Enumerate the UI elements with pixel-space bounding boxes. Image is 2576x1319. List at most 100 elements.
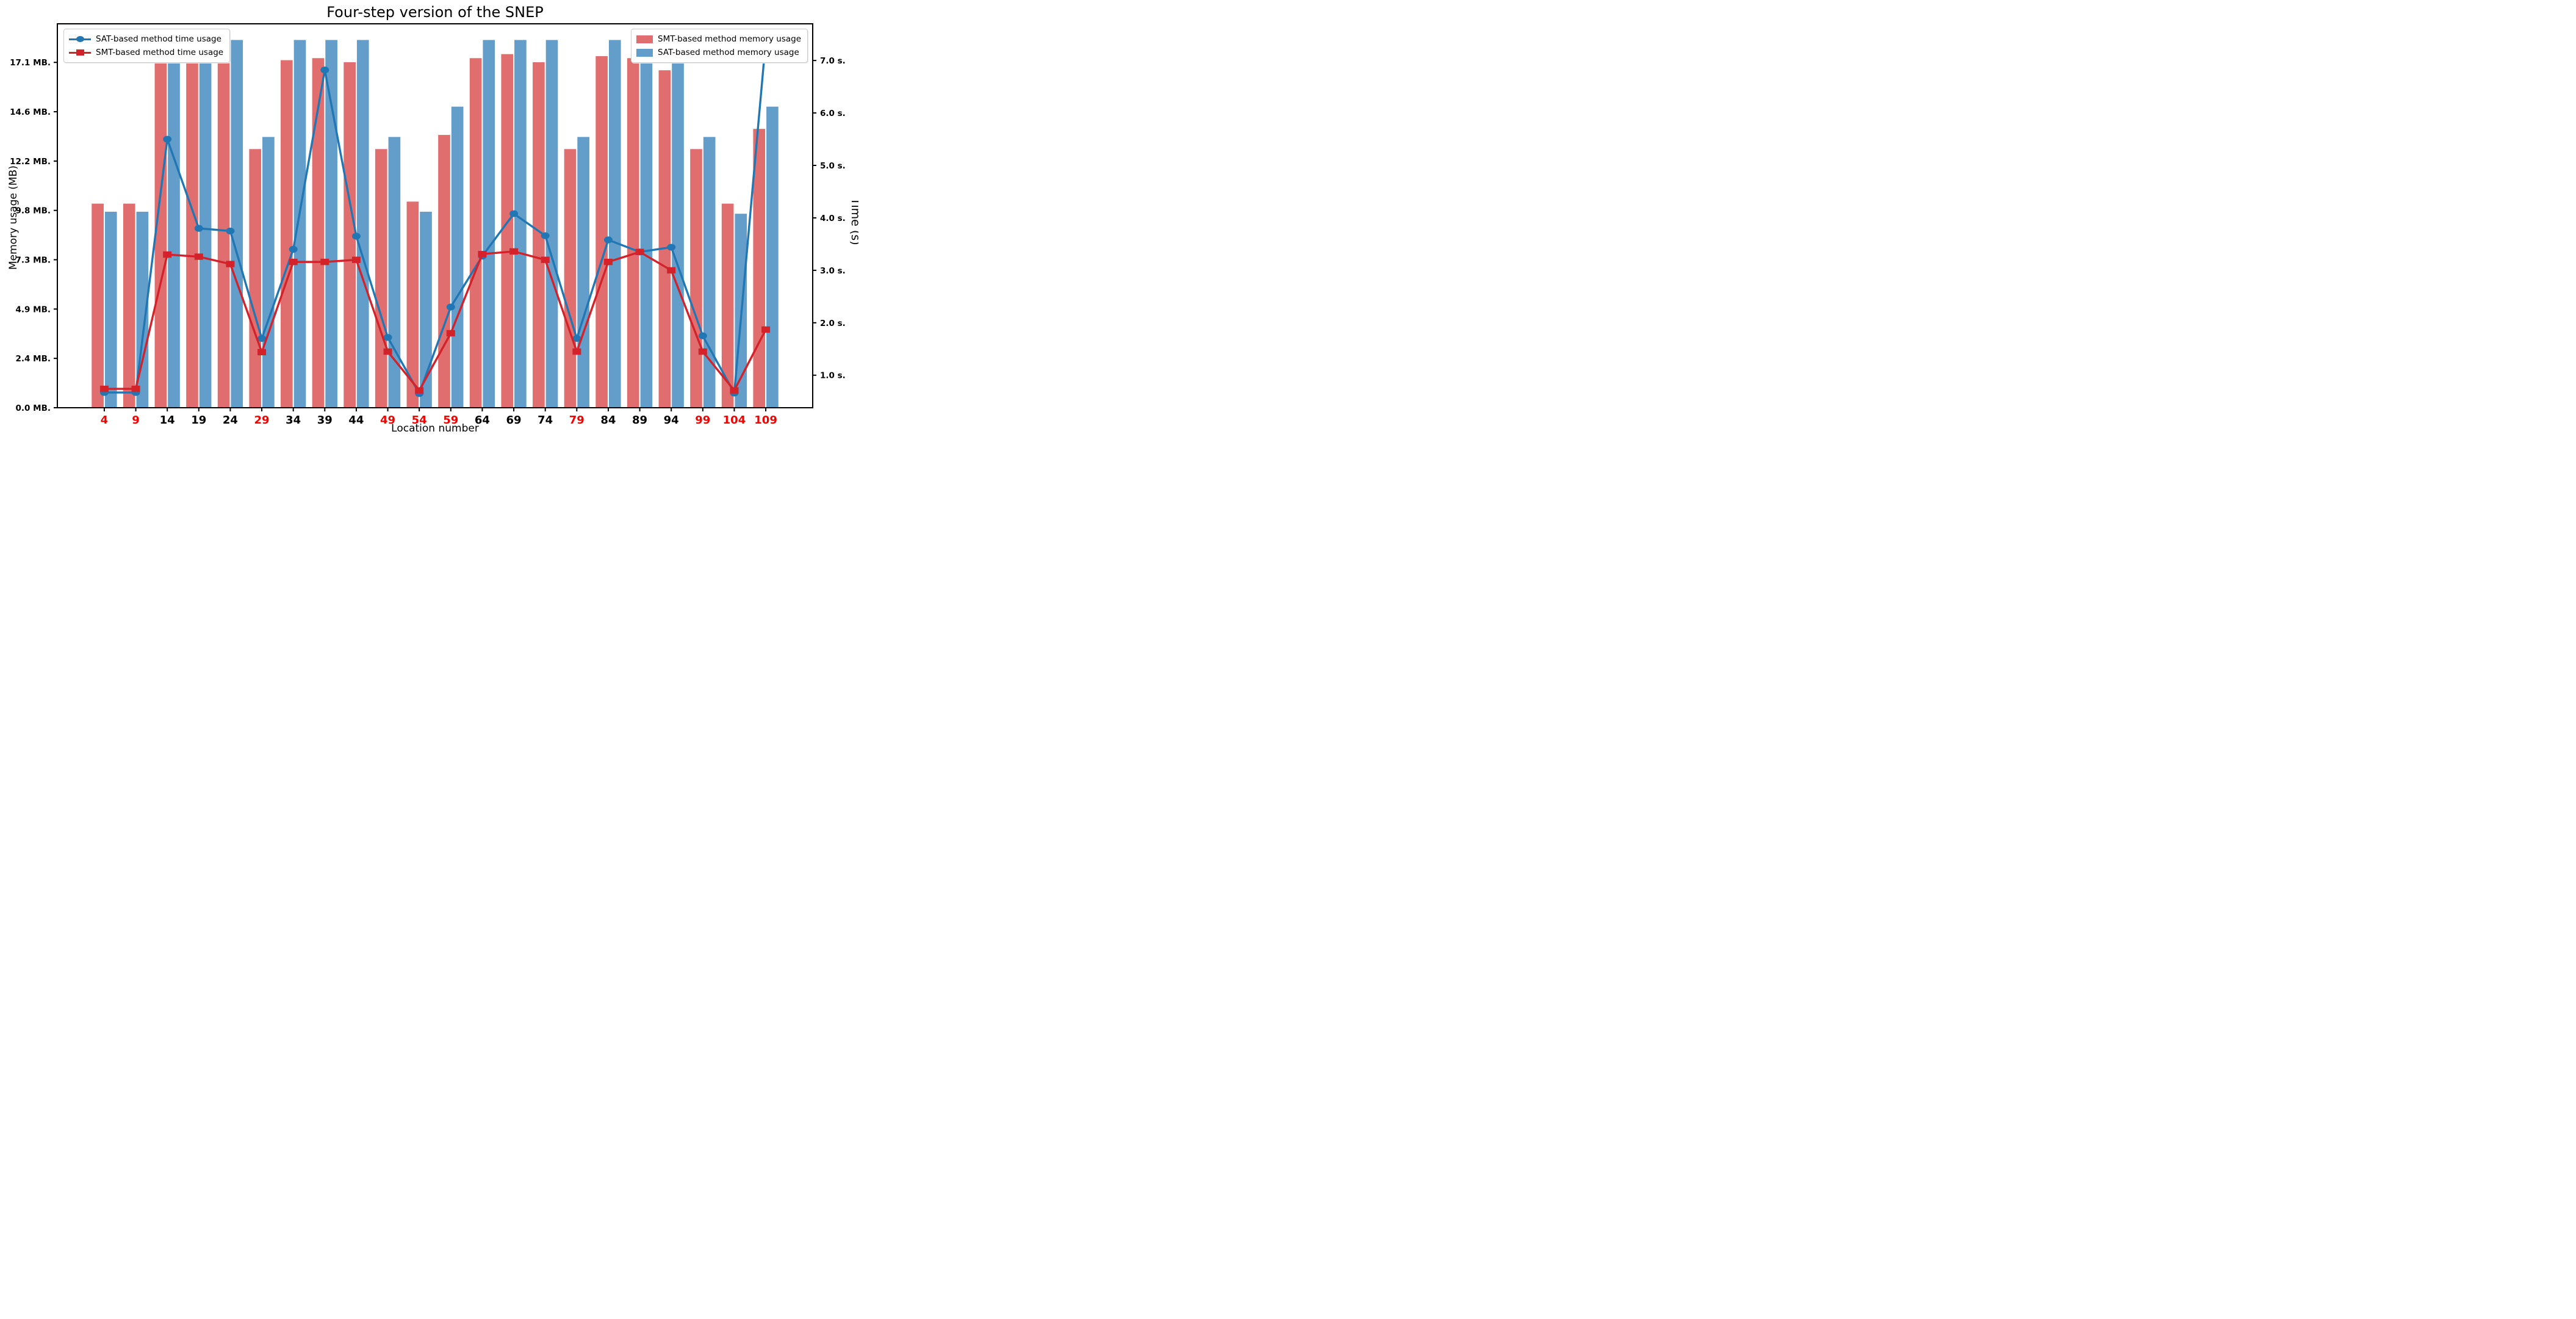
smt-time-marker (541, 256, 550, 263)
smt-time-marker (320, 258, 329, 266)
smt-memory-bar (186, 56, 198, 408)
sat-memory-bar (545, 40, 558, 408)
sat-memory-bar (703, 137, 716, 408)
smt-memory-bar (438, 135, 450, 408)
smt-memory-bar (469, 58, 482, 408)
y-left-tick-label: 7.3 MB. (16, 256, 51, 266)
sat-time-marker (446, 303, 455, 311)
y-left-tick-label: 17.1 MB. (10, 58, 51, 68)
x-tick-label: 34 (286, 414, 301, 427)
smt-memory-bar (690, 149, 702, 408)
smt-memory-bar (249, 149, 262, 408)
x-tick-label: 109 (754, 414, 777, 427)
sat-memory-bar (199, 40, 212, 408)
legend-label: SAT-based method memory usage (658, 48, 799, 57)
x-tick-label: 19 (191, 414, 206, 427)
smt-time-marker (698, 348, 707, 355)
x-tick-label: 9 (132, 414, 140, 427)
smt-time-marker (572, 348, 581, 355)
smt-time-marker (257, 349, 267, 356)
x-tick-label: 14 (160, 414, 175, 427)
smt-time-marker (383, 348, 392, 355)
smt-memory-bar (627, 58, 639, 408)
smt-time-line-marker-icon (69, 48, 91, 57)
smt-memory-bar (595, 56, 608, 408)
y-right-tick-label: 3.0 s. (820, 266, 846, 276)
sat-time-marker (163, 136, 172, 143)
sat-memory-bar (514, 40, 527, 408)
legend-label: SMT-based method time usage (96, 48, 224, 57)
smt-time-marker (761, 326, 771, 333)
figure: Four-step version of the SNEP 0.0 MB. 2.4… (0, 0, 858, 439)
x-tick-label: 104 (723, 414, 746, 427)
x-tick-label: 94 (664, 414, 679, 427)
smt-time-marker (603, 258, 613, 266)
smt-time-marker (226, 261, 235, 267)
smt-time-marker (289, 258, 298, 266)
sat-time-marker (541, 232, 550, 239)
smt-memory-bar (658, 70, 671, 408)
smt-time-marker (478, 251, 487, 258)
smt-memory-bar (344, 62, 356, 408)
smt-time-marker (99, 385, 109, 392)
smt-time-marker (667, 267, 676, 274)
sat-time-marker (509, 210, 519, 217)
legend-label: SAT-based method time usage (96, 34, 221, 44)
smt-time-marker (131, 385, 140, 392)
legend-item-sat-time: SAT-based method time usage (69, 32, 223, 46)
x-tick-label: 24 (223, 414, 238, 427)
smt-memory-bar (123, 203, 135, 408)
sat-time-marker (320, 67, 329, 74)
smt-memory-bar (312, 58, 325, 408)
x-tick-label: 39 (317, 414, 333, 427)
smt-memory-bar (564, 149, 577, 408)
legend-item-smt-time: SMT-based method time usage (69, 46, 223, 59)
smt-memory-patch-icon (636, 35, 653, 43)
sat-memory-bar (483, 40, 495, 408)
sat-time-marker (226, 227, 235, 235)
smt-memory-bar (281, 60, 293, 408)
sat-memory-bar (293, 40, 306, 408)
x-tick-label: 64 (475, 414, 490, 427)
sat-memory-bar (356, 40, 369, 408)
x-tick-label: 99 (695, 414, 710, 427)
sat-time-marker (603, 236, 613, 244)
sat-time-line-marker-icon (69, 35, 91, 43)
sat-memory-bar (451, 106, 464, 408)
sat-memory-bar (262, 137, 275, 408)
sat-time-marker (383, 334, 392, 341)
sat-memory-bar (577, 137, 589, 408)
sat-time-marker (698, 332, 707, 339)
y-axis-label-left: Memory usage (MB) (7, 165, 20, 270)
sat-memory-bar (325, 40, 337, 408)
sat-time-marker (194, 225, 203, 232)
sat-time-marker (351, 233, 361, 240)
x-tick-label: 44 (348, 414, 364, 427)
smt-time-marker (415, 387, 424, 394)
smt-time-marker (194, 253, 203, 260)
smt-memory-bar (92, 203, 104, 408)
smt-memory-bar (533, 62, 545, 408)
smt-time-marker (163, 251, 172, 258)
y-right-tick-label: 6.0 s. (820, 109, 846, 118)
sat-memory-bar (608, 40, 621, 408)
x-tick-label: 79 (569, 414, 585, 427)
y-right-tick-label: 4.0 s. (820, 214, 846, 223)
y-left-tick-label: 2.4 MB. (16, 354, 51, 364)
y-right-tick-label: 7.0 s. (820, 56, 846, 66)
y-left-tick-label: 0.0 MB. (16, 403, 51, 413)
legend-memory: SMT-based method memory usage SAT-based … (631, 29, 808, 63)
smt-time-marker (351, 256, 361, 263)
y-left-tick-label: 4.9 MB. (16, 305, 51, 314)
legend-item-smt-memory: SMT-based method memory usage (636, 32, 801, 46)
smt-memory-bar (217, 56, 230, 408)
sat-memory-patch-icon (636, 48, 653, 57)
smt-memory-bar (501, 54, 514, 408)
smt-memory-bar (406, 201, 419, 408)
smt-time-marker (635, 248, 644, 255)
y-right-tick-label: 2.0 s. (820, 319, 846, 328)
sat-memory-bar (672, 40, 684, 408)
x-tick-label: 4 (101, 414, 109, 427)
sat-time-marker (667, 244, 676, 251)
x-tick-label: 59 (443, 414, 458, 427)
